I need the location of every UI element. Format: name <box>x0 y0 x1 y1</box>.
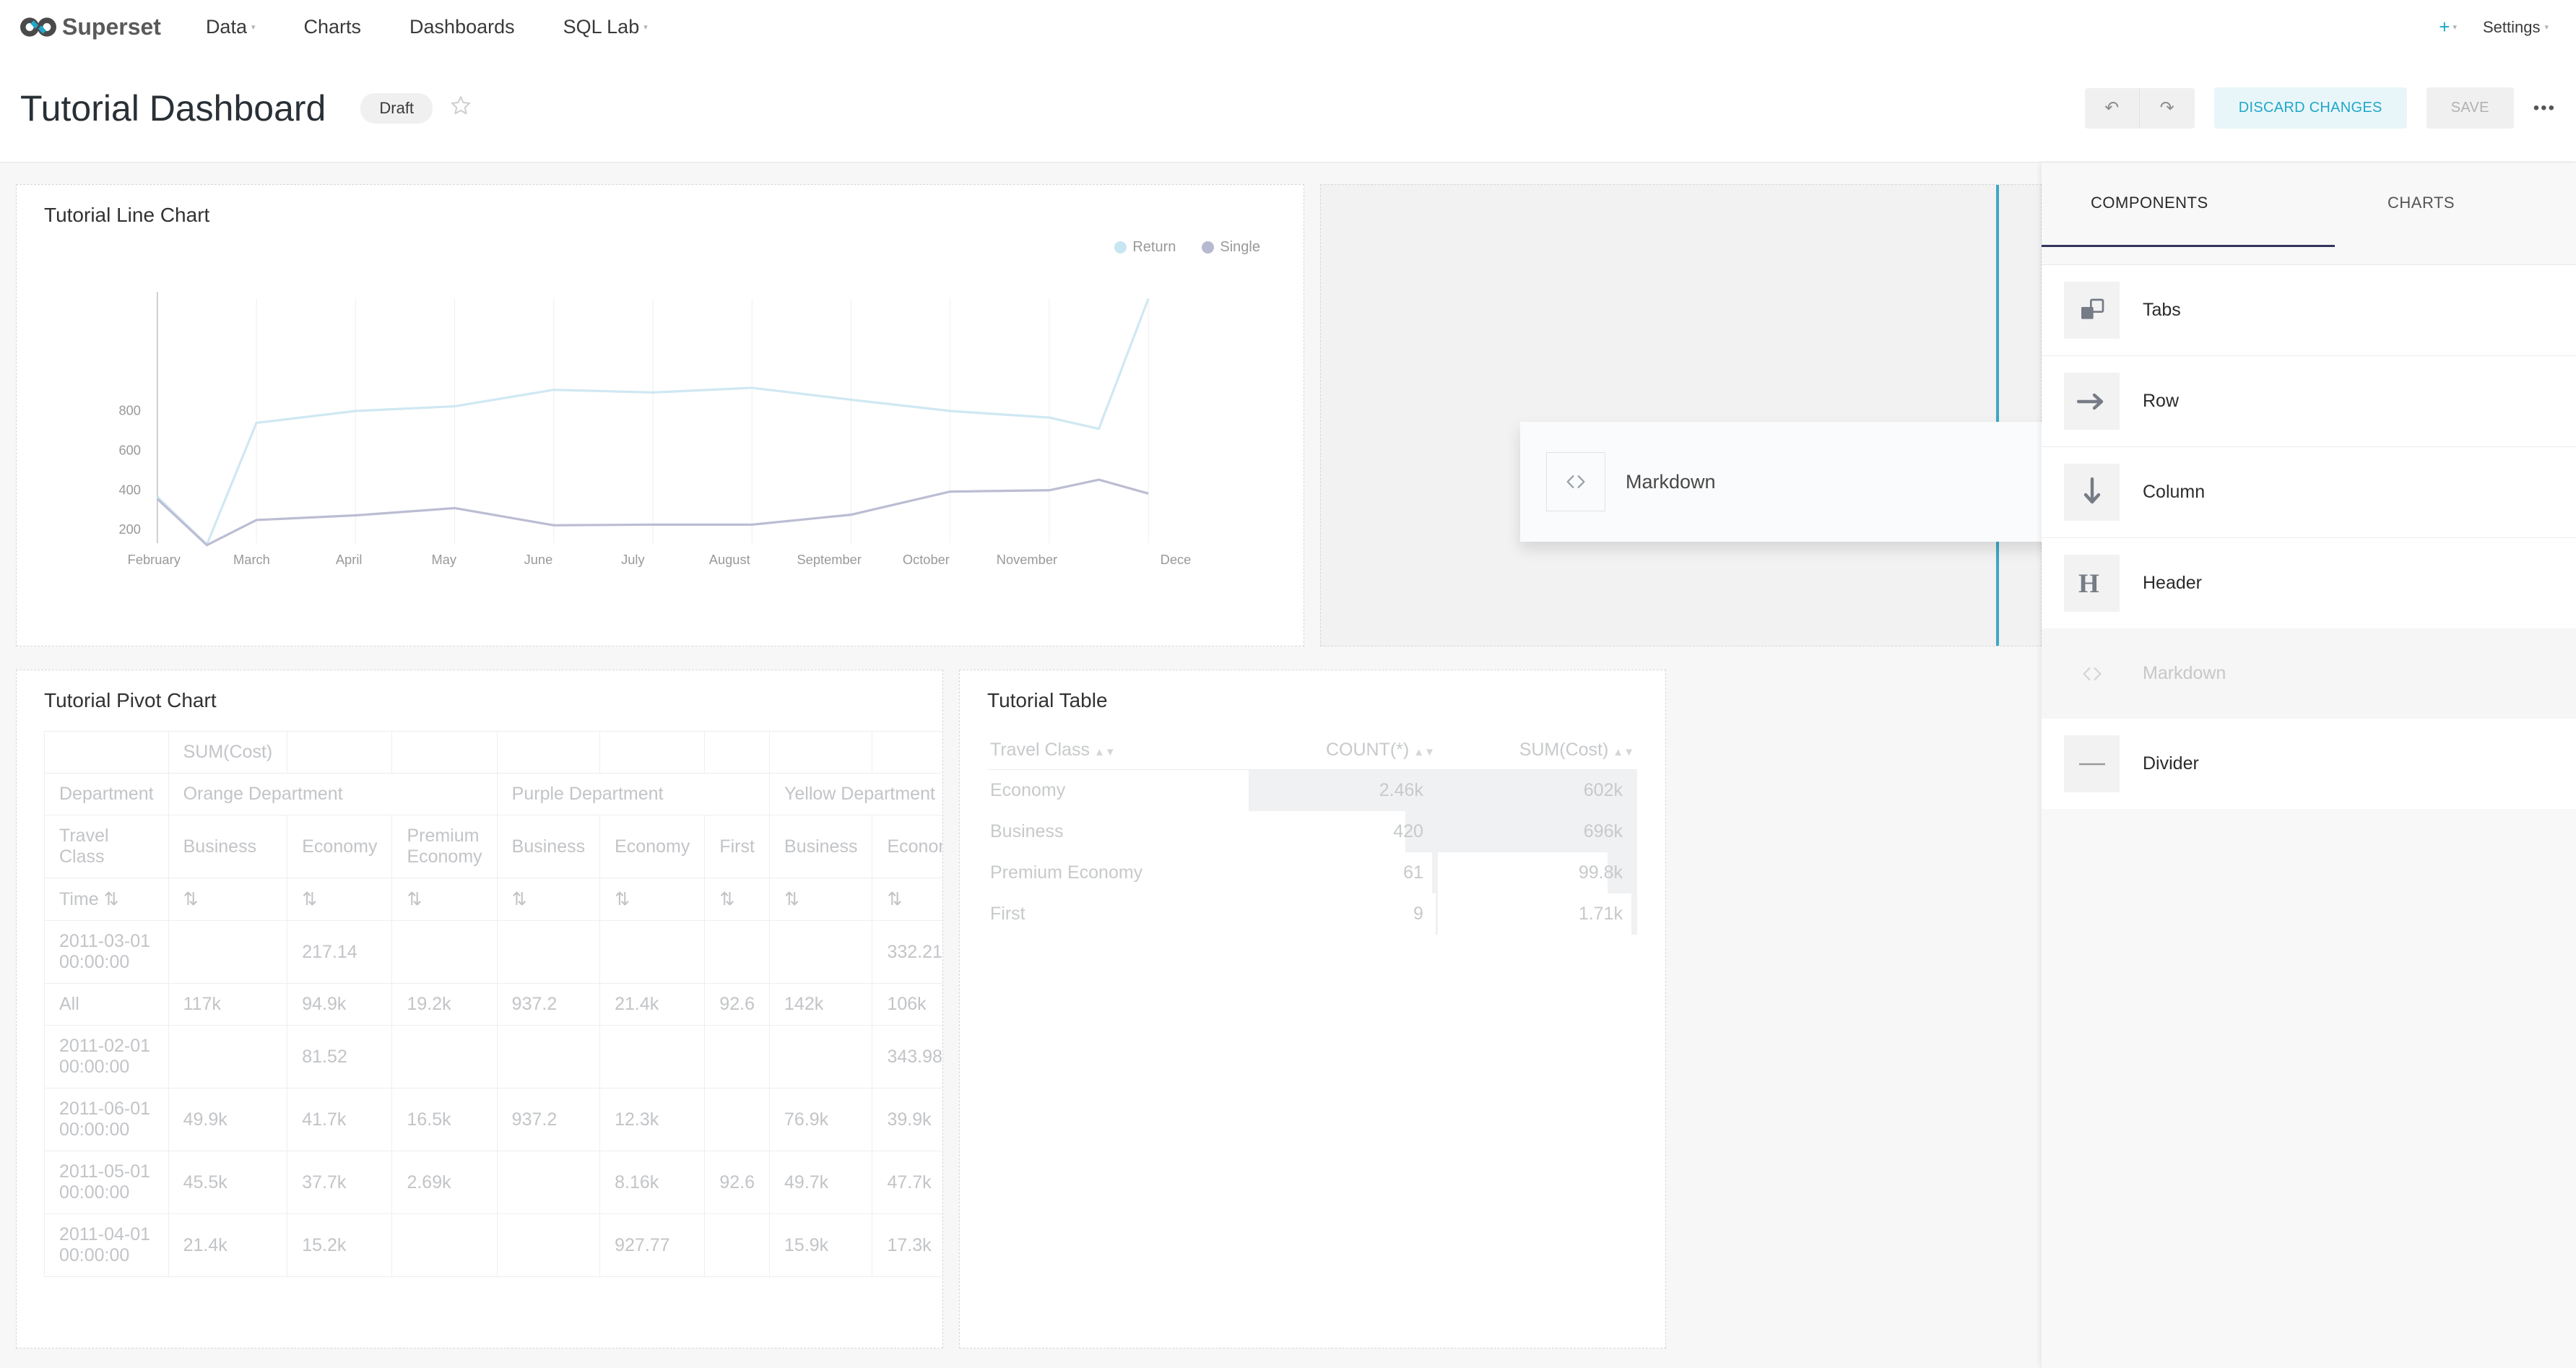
svg-text:August: August <box>709 552 750 567</box>
svg-text:June: June <box>524 552 553 567</box>
svg-text:July: July <box>621 552 645 567</box>
svg-text:March: March <box>233 552 270 567</box>
svg-text:Dece: Dece <box>1161 552 1192 567</box>
svg-text:200: 200 <box>118 521 141 537</box>
svg-text:October: October <box>903 552 950 567</box>
svg-text:April: April <box>336 552 363 567</box>
svg-text:November: November <box>997 552 1057 567</box>
svg-text:February: February <box>128 552 181 567</box>
svg-text:400: 400 <box>118 482 141 497</box>
svg-text:800: 800 <box>118 402 141 417</box>
svg-text:September: September <box>797 552 861 567</box>
svg-text:H: H <box>2078 569 2099 598</box>
svg-text:600: 600 <box>118 442 141 457</box>
svg-text:May: May <box>432 552 457 567</box>
